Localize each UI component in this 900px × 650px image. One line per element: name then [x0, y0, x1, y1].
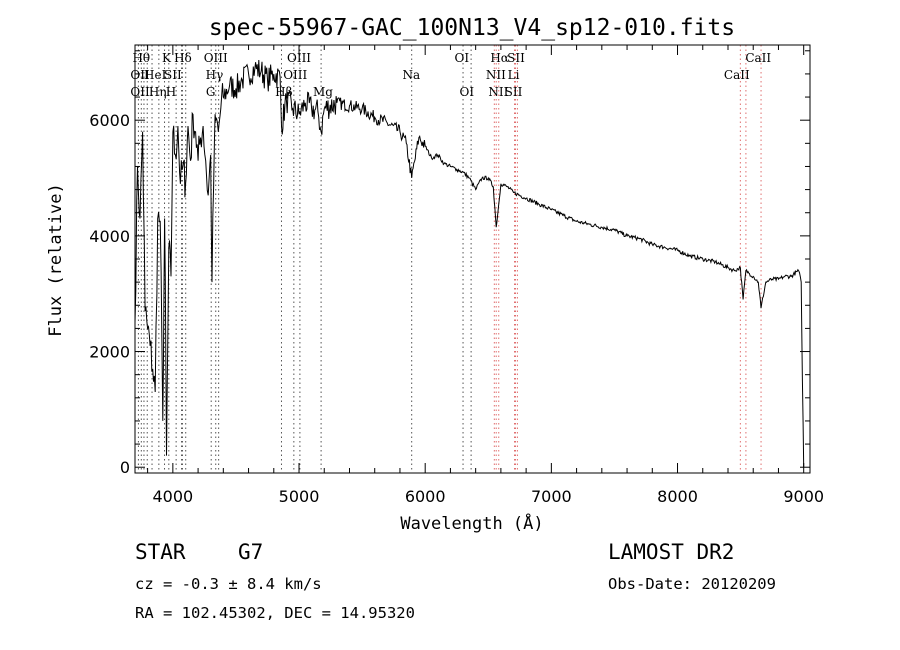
- line-label: Hβ: [275, 85, 292, 99]
- line-label: OI: [454, 51, 469, 65]
- spectrum-line: [134, 59, 805, 468]
- y-tick-label: 2000: [89, 343, 130, 362]
- line-label: SII: [164, 68, 182, 82]
- line-label: Hη: [149, 85, 167, 99]
- chart-title: spec-55967-GAC_100N13_V4_sp12-010.fits: [209, 15, 735, 41]
- line-label: OI: [460, 85, 475, 99]
- line-label: Hθ: [132, 51, 150, 65]
- x-tick-label: 9000: [783, 487, 824, 506]
- obs-date: Obs-Date: 20120209: [608, 575, 776, 593]
- redshift-readout: cz = -0.3 ± 8.4 km/s: [135, 575, 322, 593]
- y-tick-label: 0: [120, 458, 130, 477]
- line-label: Hγ: [206, 68, 224, 82]
- x-tick-label: 4000: [152, 487, 193, 506]
- spectral-subclass: G7: [238, 540, 264, 564]
- line-label: OIII: [287, 51, 311, 65]
- line-label: Hδ: [174, 51, 192, 65]
- line-label: NII: [486, 68, 506, 82]
- line-label: SII: [507, 51, 525, 65]
- line-label: CaII: [745, 51, 771, 65]
- line-label: Mg: [313, 85, 333, 99]
- line-label: K: [162, 51, 172, 65]
- line-label: G: [206, 85, 216, 99]
- tick-labels: 4000 5000 6000 7000 8000 9000 0 2000 4000 6000: [89, 111, 824, 506]
- x-tick-label: 6000: [405, 487, 446, 506]
- line-label: H: [166, 85, 176, 99]
- emission-line-markers: [137, 45, 762, 473]
- line-label: Hα: [490, 51, 509, 65]
- object-type: STAR: [135, 540, 186, 564]
- line-label: CaII: [724, 68, 750, 82]
- x-axis-label: Wavelength (Å): [400, 512, 543, 534]
- line-label: Na: [402, 68, 420, 82]
- axis-ticks: [135, 45, 810, 473]
- line-label: OII: [130, 85, 150, 99]
- survey-name: LAMOST DR2: [608, 540, 735, 564]
- y-tick-label: 6000: [89, 111, 130, 130]
- y-tick-label: 4000: [89, 227, 130, 246]
- line-label: OIII: [283, 68, 307, 82]
- line-label: SII: [505, 85, 523, 99]
- x-tick-label: 5000: [279, 487, 320, 506]
- x-tick-label: 8000: [657, 487, 698, 506]
- line-label: HeI: [144, 68, 167, 82]
- line-label: OIII: [204, 51, 228, 65]
- x-tick-label: 7000: [531, 487, 572, 506]
- line-label: NII: [488, 85, 508, 99]
- y-axis-label: Flux (relative): [46, 183, 66, 337]
- line-label: Li: [508, 68, 520, 82]
- coordinates: RA = 102.45302, DEC = 14.95320: [135, 604, 415, 622]
- line-label: OII: [130, 68, 150, 82]
